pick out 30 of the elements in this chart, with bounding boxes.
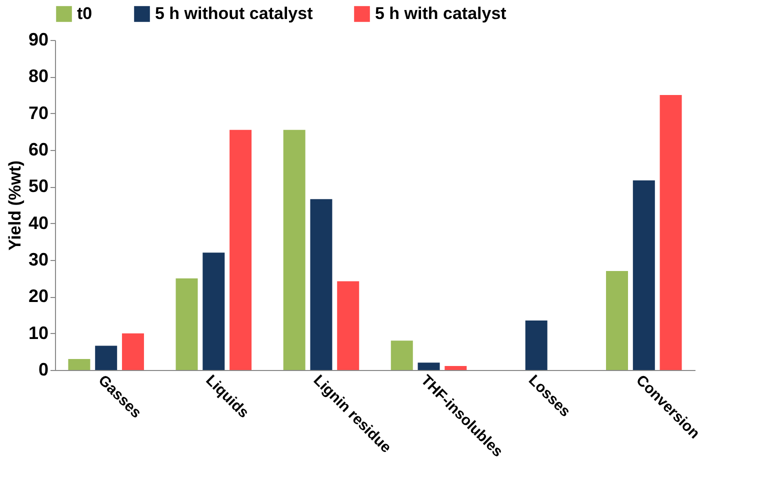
legend-label: 5 h without catalyst [155,4,314,23]
bar [202,252,225,370]
bar [632,180,655,370]
y-tick-label: 50 [28,176,48,196]
bar [444,366,467,370]
y-tick-label: 10 [28,322,48,343]
bar [230,130,252,370]
bar [122,333,144,370]
y-axis-title: Yield (%wt) [5,160,24,251]
bar [337,281,360,370]
y-tick-label: 20 [28,286,48,306]
bar [68,359,90,370]
bar [525,320,548,370]
bar [95,346,118,370]
bar [283,130,306,370]
bar [176,278,198,370]
y-tick-label: 60 [28,140,48,160]
y-tick-label: 0 [38,360,48,380]
y-tick-label: 30 [28,250,48,270]
bar [606,271,628,370]
bar [310,199,332,370]
legend-label: t0 [77,4,92,23]
bar [660,95,682,370]
y-tick-label: 70 [28,102,48,123]
y-tick-label: 40 [28,212,48,233]
bar [390,340,413,370]
y-tick-label: 90 [28,30,48,50]
legend-label: 5 h with catalyst [375,4,507,23]
bar [418,362,440,370]
y-tick-label: 80 [28,66,48,86]
